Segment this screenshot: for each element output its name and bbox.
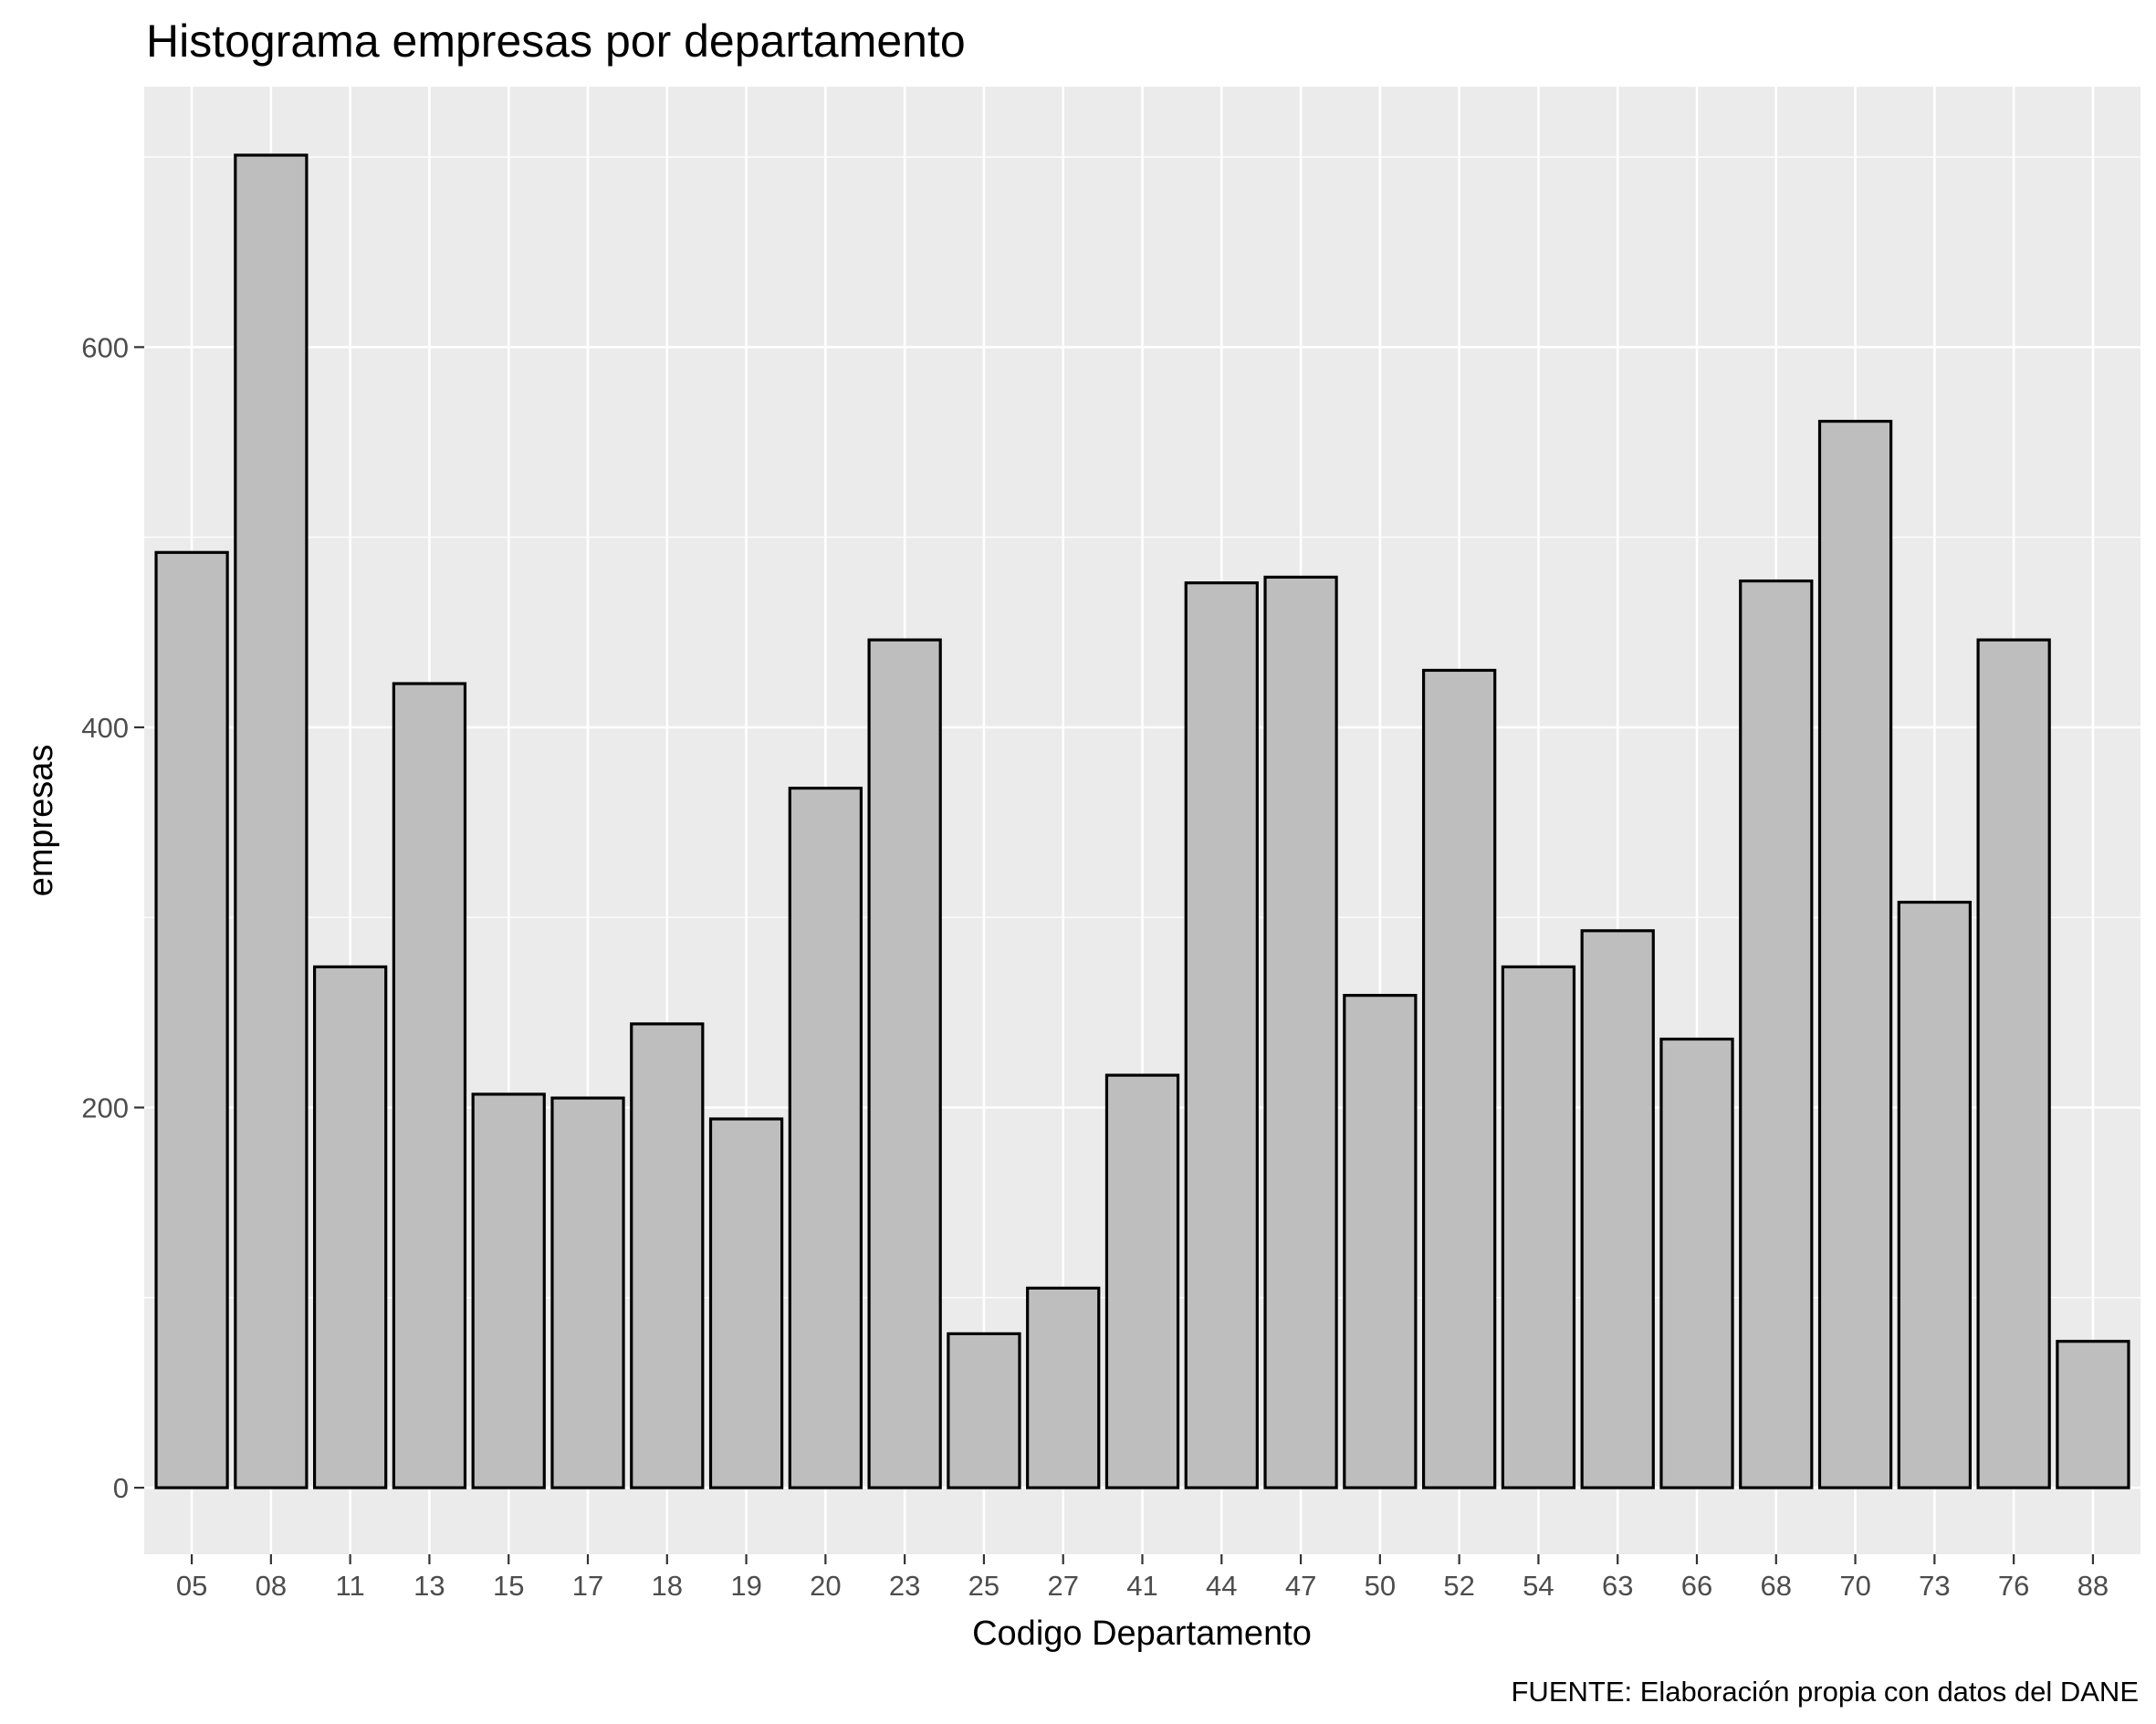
x-tick-label: 54 [1523, 1570, 1554, 1602]
bar-05 [154, 550, 229, 1489]
x-tick-label: 13 [413, 1570, 445, 1602]
bar-68 [1739, 579, 1814, 1489]
bar-18 [630, 1022, 705, 1489]
y-tick-label: 200 [81, 1092, 129, 1124]
x-tick-label: 25 [968, 1570, 1000, 1602]
bar-25 [947, 1332, 1021, 1489]
x-axis: 05 08 11 13 15 17 18 19 20 23 25 27 41 44 47 50 52 54 63 66… [176, 1554, 2109, 1602]
x-tick-label: 47 [1285, 1570, 1316, 1602]
bar-73 [1897, 900, 1973, 1489]
x-tick-label: 15 [493, 1570, 524, 1602]
bar-47 [1263, 575, 1338, 1489]
x-tick-label: 27 [1047, 1570, 1078, 1602]
x-tick-label: 44 [1206, 1570, 1237, 1602]
y-tick-label: 0 [113, 1472, 129, 1504]
x-tick-label: 73 [1919, 1570, 1950, 1602]
bar-11 [312, 965, 388, 1489]
bar-63 [1580, 929, 1655, 1489]
bar-50 [1343, 994, 1418, 1489]
bar-52 [1421, 668, 1497, 1489]
x-tick-label: 18 [652, 1570, 683, 1602]
bars [154, 153, 2130, 1489]
bar-54 [1501, 965, 1576, 1489]
y-axis: 0 200 400 600 [81, 331, 144, 1504]
x-tick-label: 70 [1839, 1570, 1870, 1602]
x-tick-label: 23 [889, 1570, 920, 1602]
bar-27 [1026, 1286, 1101, 1489]
bar-88 [2056, 1340, 2130, 1489]
y-tick-label: 600 [81, 331, 129, 363]
bar-08 [234, 153, 309, 1489]
x-tick-label: 19 [730, 1570, 761, 1602]
bar-41 [1104, 1073, 1180, 1489]
x-tick-label: 76 [1998, 1570, 2029, 1602]
x-tick-label: 63 [1602, 1570, 1633, 1602]
chart-caption: FUENTE: Elaboración propia con datos del… [1512, 1676, 2140, 1708]
bar-70 [1817, 419, 1893, 1489]
bar-13 [392, 682, 467, 1489]
x-tick-label: 66 [1681, 1570, 1712, 1602]
bar-23 [867, 638, 942, 1489]
bar-15 [471, 1092, 546, 1489]
x-tick-label: 88 [2078, 1570, 2109, 1602]
bar-19 [708, 1117, 784, 1489]
x-tick-label: 50 [1365, 1570, 1396, 1602]
y-axis-title: empresas [22, 745, 60, 897]
x-tick-label: 05 [176, 1570, 207, 1602]
x-tick-label: 68 [1761, 1570, 1792, 1602]
x-axis-title: Codigo Departamento [972, 1614, 1312, 1653]
bar-66 [1659, 1037, 1734, 1489]
y-tick-label: 400 [81, 712, 129, 744]
x-tick-label: 11 [336, 1570, 365, 1602]
chart-title: Histograma empresas por departamento [146, 16, 966, 67]
x-tick-label: 52 [1443, 1570, 1474, 1602]
x-tick-label: 17 [572, 1570, 603, 1602]
x-tick-label: 41 [1126, 1570, 1157, 1602]
x-tick-label: 20 [810, 1570, 841, 1602]
bar-20 [788, 786, 863, 1489]
bar-76 [1976, 638, 2051, 1489]
bar-17 [550, 1096, 625, 1489]
bar-44 [1184, 581, 1259, 1489]
x-tick-label: 08 [256, 1570, 287, 1602]
